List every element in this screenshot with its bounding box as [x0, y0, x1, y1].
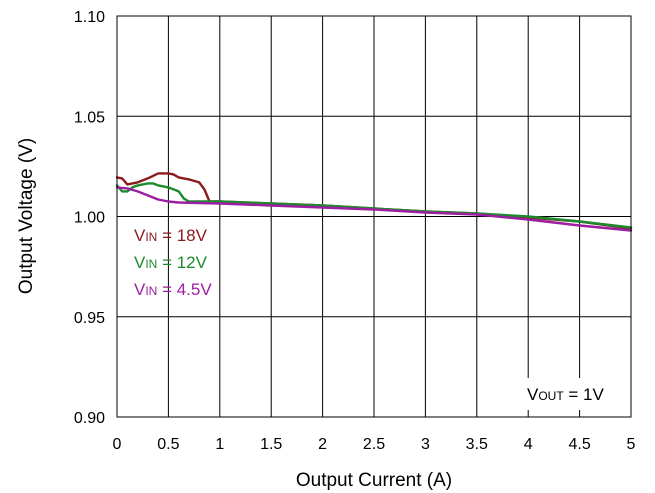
- x-tick-label: 2: [318, 436, 327, 453]
- vout-annotation: VOUT = 1V: [527, 385, 605, 404]
- series-line-2: [115, 186, 633, 232]
- x-tick-label: 2.5: [363, 436, 385, 453]
- legend-entry-0: VIN = 18V: [134, 226, 208, 245]
- plot-frame: [116, 15, 632, 418]
- legend: VIN = 18V VIN = 12V VIN = 4.5V: [134, 226, 212, 299]
- horizontal-gridlines: [117, 115, 631, 318]
- y-tick-label: 1.05: [74, 109, 105, 126]
- annotation-box: [522, 378, 628, 410]
- x-tick-label: 1.5: [260, 436, 282, 453]
- y-tick-label: 1.00: [74, 210, 105, 227]
- x-axis-label: Output Current (A): [296, 470, 452, 491]
- x-tick-label: 5: [627, 436, 636, 453]
- x-tick-label: 0.5: [157, 436, 179, 453]
- x-tick-labels: 0 0.5 1 1.5 2 2.5 3 3.5 4 4.5 5: [113, 436, 636, 453]
- x-tick-label: 3.5: [466, 436, 488, 453]
- x-tick-label: 4: [524, 436, 533, 453]
- y-tick-labels: 0.90 0.95 1.00 1.05 1.10: [74, 9, 105, 427]
- y-tick-label: 0.90: [74, 410, 105, 427]
- x-tick-label: 4.5: [568, 436, 590, 453]
- y-tick-label: 1.10: [74, 9, 105, 26]
- x-tick-label: 1: [215, 436, 224, 453]
- legend-entry-1: VIN = 12V: [134, 253, 208, 272]
- series-layer: [115, 172, 633, 232]
- x-tick-label: 3: [421, 436, 430, 453]
- x-tick-label: 0: [113, 436, 122, 453]
- legend-entry-2: VIN = 4.5V: [134, 280, 212, 299]
- y-tick-label: 0.95: [74, 310, 105, 327]
- y-axis-label: Output Voltage (V): [16, 138, 37, 294]
